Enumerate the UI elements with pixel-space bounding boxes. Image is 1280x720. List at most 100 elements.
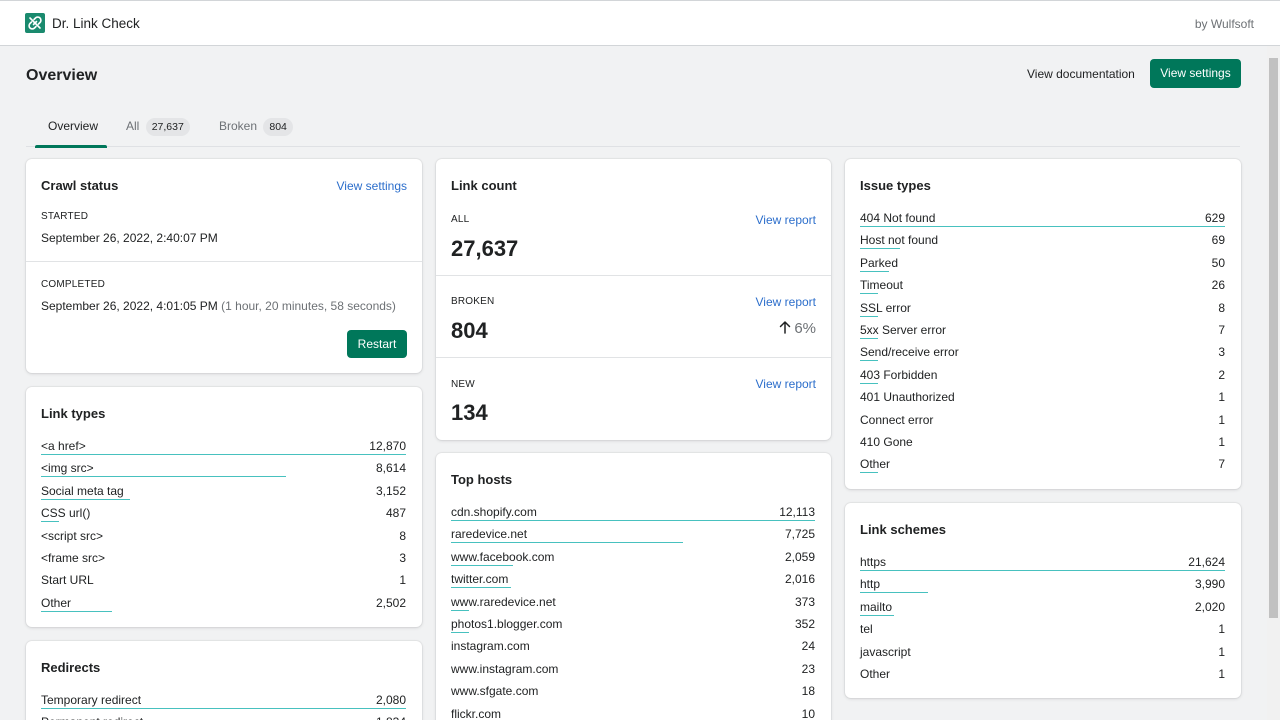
list-row[interactable]: Connect error 1 xyxy=(860,410,1225,432)
row-value: 1 xyxy=(1218,622,1225,637)
list-row[interactable]: SSL error 8 xyxy=(860,298,1225,320)
row-value: 2,080 xyxy=(375,693,406,707)
row-label: cdn.shopify.com xyxy=(451,505,537,519)
row-value: 1 xyxy=(1218,390,1225,405)
page-scrollbar[interactable] xyxy=(1267,46,1280,720)
restart-button[interactable]: Restart xyxy=(347,330,407,358)
row-value: 8 xyxy=(1218,300,1225,315)
issue-types-title: Issue types xyxy=(860,178,931,193)
row-value: 1 xyxy=(1218,435,1225,449)
row-proportion-bar xyxy=(41,610,112,612)
row-label: <a href> xyxy=(41,439,86,453)
list-row[interactable]: instagram.com 24 xyxy=(451,636,815,658)
tab-overview-label: Overview xyxy=(48,119,99,133)
row-value: 373 xyxy=(794,594,815,609)
row-value: 12,113 xyxy=(779,505,815,519)
crawl-duration: (1 hour, 20 minutes, 58 seconds) xyxy=(221,299,396,313)
row-label: twitter.com xyxy=(451,572,509,587)
crawl-status-card: Crawl status View settings STARTED Septe… xyxy=(26,159,422,373)
link-count-title: Link count xyxy=(451,178,517,193)
row-label: Connect error xyxy=(860,412,934,427)
list-row[interactable]: Start URL 1 xyxy=(41,570,406,592)
row-label: photos1.blogger.com xyxy=(451,617,563,631)
started-label: STARTED xyxy=(41,211,89,222)
all-view-report-link[interactable]: View report xyxy=(755,213,816,227)
new-view-report-link[interactable]: View report xyxy=(755,377,816,391)
row-value: 7 xyxy=(1218,457,1225,472)
list-row[interactable]: Parked 50 xyxy=(860,253,1225,275)
list-row[interactable]: Host not found 69 xyxy=(860,230,1225,252)
row-label: www.facebook.com xyxy=(451,549,555,564)
list-row[interactable]: Send/receive error 3 xyxy=(860,342,1225,364)
row-proportion-bar xyxy=(860,570,1225,571)
tab-all[interactable]: All 27,637 xyxy=(126,110,190,147)
list-row[interactable]: raredevice.net 7,725 xyxy=(451,524,815,546)
row-value: 50 xyxy=(1211,255,1225,270)
list-row[interactable]: 403 Forbidden 2 xyxy=(860,365,1225,387)
list-row[interactable]: photos1.blogger.com 352 xyxy=(451,614,815,636)
broken-view-report-link[interactable]: View report xyxy=(755,295,816,309)
list-row[interactable]: Timeout 26 xyxy=(860,275,1225,297)
crawl-view-settings-link[interactable]: View settings xyxy=(336,179,407,193)
list-row[interactable]: <script src> 8 xyxy=(41,526,406,548)
list-row[interactable]: Permanent redirect 1,834 xyxy=(41,712,406,720)
list-row[interactable]: Temporary redirect 2,080 xyxy=(41,690,406,712)
tab-overview[interactable]: Overview xyxy=(35,110,107,148)
link-check-logo-icon xyxy=(25,13,45,33)
row-value: 2 xyxy=(1218,367,1225,382)
row-label: instagram.com xyxy=(451,639,530,654)
row-label: <img src> xyxy=(41,461,94,476)
row-value: 21,624 xyxy=(1188,555,1225,569)
top-bar: Dr. Link Check by Wulfsoft xyxy=(0,0,1280,46)
link-types-card: Link types <a href> 12,870 <img src> 8,614 S… xyxy=(26,387,422,627)
tab-bar: Overview All 27,637 Broken 804 xyxy=(26,110,1240,148)
tab-all-count-badge: 27,637 xyxy=(145,118,190,136)
list-row[interactable]: Other 7 xyxy=(860,454,1225,476)
list-row[interactable]: www.raredevice.net 373 xyxy=(451,592,815,614)
list-row[interactable]: <frame src> 3 xyxy=(41,548,406,570)
view-settings-button[interactable]: View settings xyxy=(1150,59,1241,88)
list-row[interactable]: <img src> 8,614 xyxy=(41,458,406,480)
issue-types-card: Issue types 404 Not found 629 Host not fou… xyxy=(845,159,1241,489)
row-proportion-bar xyxy=(860,382,878,384)
list-row[interactable]: 404 Not found 629 xyxy=(860,208,1225,230)
list-row[interactable]: www.instagram.com 23 xyxy=(451,659,815,681)
list-row[interactable]: mailto 2,020 xyxy=(860,597,1225,619)
row-value: 3,990 xyxy=(1194,577,1225,592)
row-value: 8 xyxy=(399,528,406,543)
tab-broken[interactable]: Broken 804 xyxy=(219,110,293,147)
row-value: 352 xyxy=(794,617,815,631)
row-value: 1 xyxy=(1218,667,1225,681)
list-row[interactable]: www.facebook.com 2,059 xyxy=(451,547,815,569)
top-hosts-title: Top hosts xyxy=(451,472,513,487)
list-row[interactable]: cdn.shopify.com 12,113 xyxy=(451,502,815,524)
row-proportion-bar xyxy=(41,708,406,709)
list-row[interactable]: <a href> 12,870 xyxy=(41,436,406,458)
list-row[interactable]: 410 Gone 1 xyxy=(860,432,1225,454)
list-row[interactable]: 5xx Server error 7 xyxy=(860,320,1225,342)
row-label: 404 Not found xyxy=(860,211,936,225)
row-label: Temporary redirect xyxy=(41,693,142,707)
row-label: Start URL xyxy=(41,573,94,588)
list-row[interactable]: Other 2,502 xyxy=(41,593,406,615)
list-row[interactable]: Other 1 xyxy=(860,664,1225,686)
row-value: 1,834 xyxy=(376,715,406,720)
list-row[interactable]: http 3,990 xyxy=(860,574,1225,596)
list-row[interactable]: javascript 1 xyxy=(860,642,1225,664)
row-label: tel xyxy=(860,622,873,637)
list-row[interactable]: twitter.com 2,016 xyxy=(451,569,815,591)
list-row[interactable]: https 21,624 xyxy=(860,552,1225,574)
list-row[interactable]: www.sfgate.com 18 xyxy=(451,681,815,703)
view-documentation-button[interactable]: View documentation xyxy=(1027,67,1135,81)
redirects-title: Redirects xyxy=(41,660,101,675)
list-row[interactable]: CSS url() 487 xyxy=(41,503,406,525)
broken-count: 804 xyxy=(451,318,488,343)
scrollbar-thumb[interactable] xyxy=(1269,58,1278,618)
list-row[interactable]: tel 1 xyxy=(860,619,1225,641)
row-proportion-bar xyxy=(860,360,878,362)
list-row[interactable]: 401 Unauthorized 1 xyxy=(860,387,1225,409)
list-row[interactable]: Social meta tag 3,152 xyxy=(41,481,406,503)
divider xyxy=(26,261,422,262)
list-row[interactable]: flickr.com 10 xyxy=(451,704,815,720)
page-title: Overview xyxy=(26,67,98,84)
